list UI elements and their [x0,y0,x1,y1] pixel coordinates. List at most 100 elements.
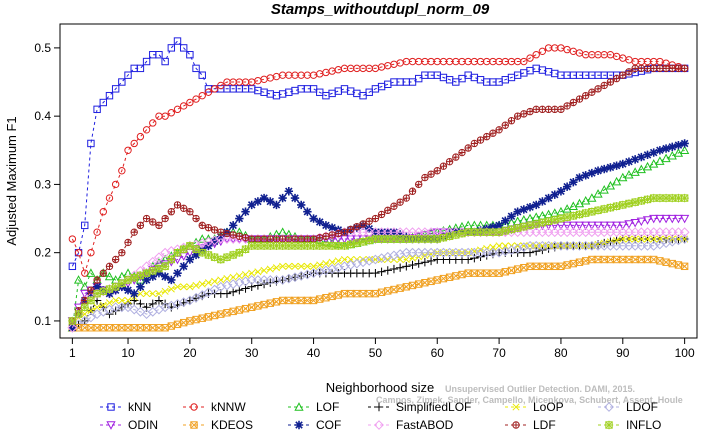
series-line-loop [72,238,685,322]
point-odin [618,221,628,231]
point-knn [272,91,281,100]
point-simplifiedlof [266,278,275,287]
point-lof [611,176,622,186]
point-ldf [297,235,305,243]
series-layer [67,37,690,333]
legend-label: LoOP [533,400,564,414]
point-odin [649,214,659,224]
point-cof [562,182,572,191]
point-loop [260,266,268,274]
legend-marker-cof [294,420,304,430]
point-knn [334,87,343,95]
point-loop [149,290,157,298]
point-cof [235,214,244,223]
point-lof [642,161,653,171]
point-kdeos [241,304,250,313]
point-knn [99,98,107,107]
point-simplifiedlof [402,262,411,271]
point-cof [519,205,529,214]
point-simplifiedlof [395,263,405,272]
point-simplifiedlof [222,289,232,298]
point-ldof [661,238,671,249]
point-knn [278,90,287,98]
legend-marker-ldof [604,402,614,412]
point-ldf [631,64,639,73]
point-ldf [427,170,435,178]
point-kdeos [118,324,126,332]
point-ldf [507,117,516,125]
point-ldf [217,228,225,236]
point-cof [637,152,646,162]
point-lof [568,201,578,210]
point-lof [673,148,684,157]
point-knnw [204,88,213,96]
point-knnw [105,194,114,202]
y-tick-label: 0.4 [34,109,51,123]
point-ldf [303,235,312,243]
point-ldf [606,78,615,86]
point-ldf [272,235,281,243]
point-simplifiedlof [408,260,417,270]
point-ldf [155,221,163,230]
point-cof [532,200,541,210]
point-loop [489,243,497,251]
point-ldf [87,286,95,294]
point-ldf [458,148,466,157]
x-tick-label: 1 [69,346,76,360]
point-ldf [111,255,120,264]
point-odin [673,214,684,224]
point-kdeos [384,287,392,295]
point-ldof [321,265,331,276]
point-knnw [124,146,132,154]
point-simplifiedlof [148,299,157,309]
point-kdeos [377,288,386,296]
point-knn [526,66,534,75]
legend-item-loop: LoOP [505,400,564,414]
point-knn [186,51,194,59]
point-knnw [192,95,200,103]
point-cof [92,282,102,292]
point-kdeos [501,268,509,276]
point-ldf [254,235,262,243]
point-knn [198,71,206,79]
point-loop [248,269,256,277]
point-cof [160,272,170,281]
point-ldof [376,253,387,264]
point-lof [104,271,115,281]
point-cof [587,168,597,178]
point-loop [229,273,237,281]
point-ldf [414,180,423,189]
point-cof [612,161,621,170]
point-ldf [600,81,608,90]
point-ldof [654,239,665,250]
point-cof [123,286,133,295]
point-ldof [648,240,659,251]
legend-item-fastabod: FastABOD [368,418,454,432]
point-kdeos [235,306,244,314]
point-lof [605,180,616,190]
point-cof [278,193,287,203]
point-lof [655,156,665,165]
point-odin [636,217,646,227]
point-knnw [260,75,268,83]
point-cof [507,212,516,221]
point-knn [353,89,361,98]
point-ldf [142,214,151,223]
point-ldof [673,235,684,246]
point-lof [630,167,640,176]
point-lof [587,193,597,202]
point-ldf [210,226,219,234]
point-ldf [439,162,448,170]
point-loop [198,280,206,288]
point-knnw [68,235,77,243]
point-odin [667,214,677,224]
point-lof [661,153,671,163]
point-knn [346,87,355,95]
point-loop [303,262,311,270]
point-loop [167,285,175,293]
point-loop [241,270,250,279]
point-loop [297,262,305,270]
point-cof [315,217,324,227]
point-kdeos [111,324,120,332]
point-knnw [155,112,163,120]
